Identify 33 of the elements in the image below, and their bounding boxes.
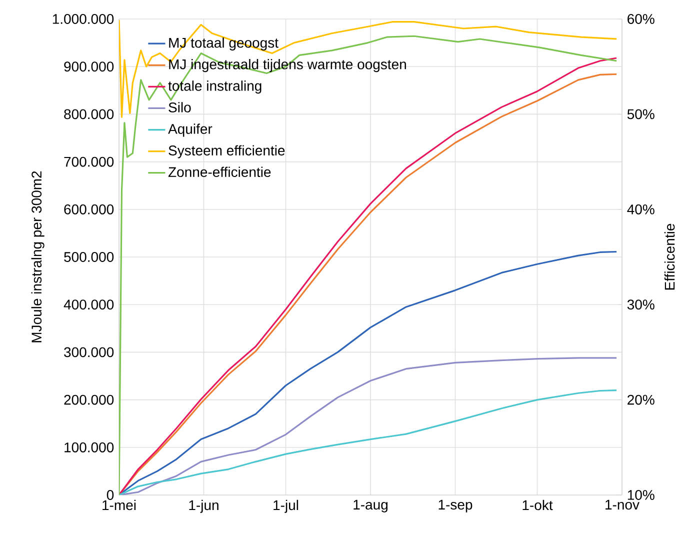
y-tick-label: 100.000: [64, 442, 114, 452]
x-tick-label: 1-nov: [606, 500, 640, 510]
y-tick-label: 700.000: [64, 156, 114, 167]
y2-tick-label: 10%: [628, 490, 654, 500]
legend-label: Systeem efficientie: [168, 145, 285, 158]
y-tick-label: 0: [106, 490, 114, 500]
y2-tick-label: 60%: [628, 14, 654, 24]
line-series: [119, 19, 618, 118]
line-series: [119, 250, 618, 495]
y-tick-label: 300.000: [64, 347, 114, 358]
y-tick-label: 500.000: [64, 252, 114, 262]
y-tick-label: 800.000: [64, 109, 114, 120]
y-tick-label: 1.000.000: [52, 14, 114, 24]
y2-tick-label: 40%: [627, 204, 654, 214]
x-tick-label: 1-mei: [102, 500, 136, 510]
y2-tick-label: 30%: [627, 300, 654, 310]
legend-label: Silo: [168, 102, 191, 112]
y-tick-label: 600.000: [64, 204, 114, 214]
y-tick-label: 900.000: [64, 62, 114, 72]
x-tick-label: 1-okt: [522, 500, 553, 510]
x-tick-label: 1-jul: [274, 500, 298, 513]
y-tick-label: 200.000: [64, 394, 114, 405]
y2-tick-label: 20%: [628, 394, 654, 405]
y-tick-label: 400.000: [64, 300, 114, 310]
x-tick-label: 1-sep: [438, 500, 472, 512]
legend-label: Zonne-efficientie: [168, 166, 271, 178]
y-axis-title: MJoule instralng per 300m2: [31, 171, 44, 342]
legend-label: Aquifer: [168, 124, 212, 137]
x-tick-label: 1-jun: [189, 500, 218, 513]
line-series: [119, 389, 618, 495]
y2-axis-title: Efficicentie: [664, 224, 675, 290]
x-tick-label: 1-aug: [354, 500, 388, 512]
y2-tick-label: 50%: [627, 109, 654, 120]
